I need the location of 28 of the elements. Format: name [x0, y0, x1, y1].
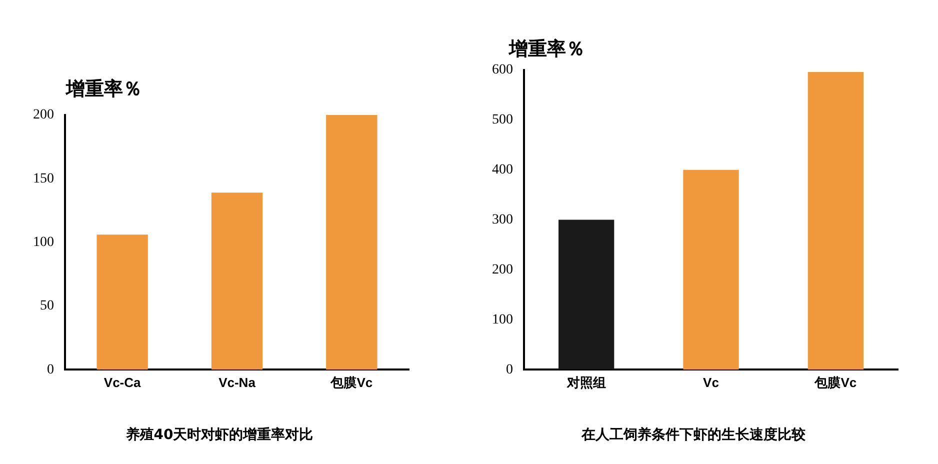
y-tick-label: 600 [492, 62, 513, 78]
text: 在人工饲养条件下虾的生长速度比较 [580, 426, 806, 444]
y-tick-label: 150 [33, 171, 54, 186]
x-tick-label: 包膜Vc [814, 374, 857, 390]
y-axis-title: 增重率％ [66, 77, 142, 102]
bar [683, 170, 739, 370]
y-tick-label: 100 [33, 234, 54, 250]
bar [808, 72, 864, 370]
x-tick-label: Vc [703, 374, 719, 390]
y-tick-label: 100 [492, 312, 513, 328]
bar [326, 115, 378, 370]
x-tick-label: Vc-Na [218, 374, 256, 390]
y-tick-label: 200 [33, 108, 54, 123]
x-tick-label: Vc-Ca [104, 374, 142, 390]
y-tick-label: 200 [492, 262, 513, 278]
y-tick-label: 0 [506, 362, 513, 378]
y-tick-label: 400 [492, 162, 513, 178]
y-tick-label: 50 [40, 298, 54, 314]
x-tick-label: 对照组 [566, 374, 606, 390]
y-tick-label: 300 [492, 212, 513, 228]
x-tick-label: 包膜Vc [330, 374, 373, 390]
y-tick-label: 500 [492, 112, 513, 128]
bar [211, 192, 263, 370]
text: 养殖40天时对虾的增重率对比 [124, 426, 314, 444]
bar [96, 234, 148, 370]
y-tick-label: 0 [47, 362, 54, 378]
bar [558, 220, 614, 370]
y-axis-title: 增重率％ [509, 37, 585, 62]
